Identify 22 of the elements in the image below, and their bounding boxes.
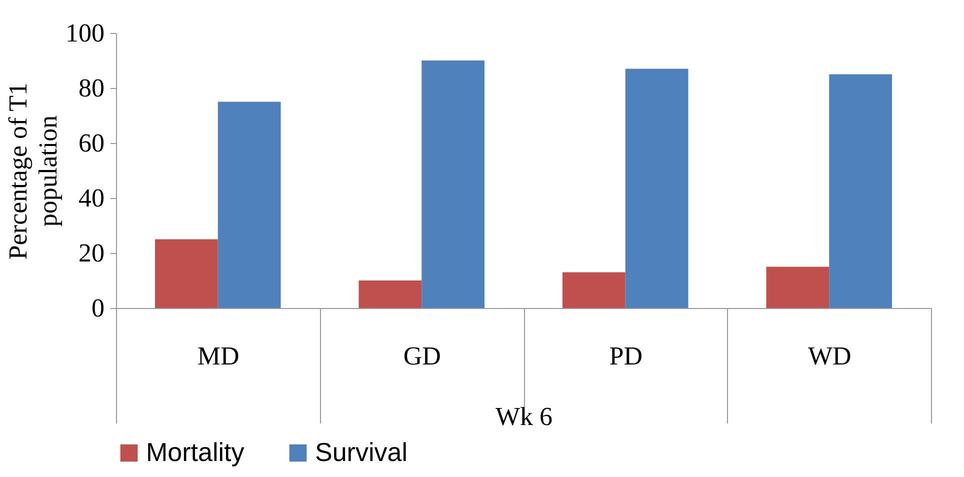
x-axis-title: Wk 6 (495, 402, 553, 431)
x-tick-label: MD (197, 342, 240, 370)
y-tick-label: 100 (66, 18, 104, 48)
x-tick-label: WD (808, 342, 852, 370)
y-tick-label: 80 (78, 74, 104, 102)
bar (358, 280, 422, 308)
x-tick-label: PD (609, 342, 642, 370)
y-tick-label: 40 (78, 184, 104, 212)
legend-label: Survival (315, 437, 408, 467)
y-tick-label: 20 (78, 238, 104, 268)
y-tick-label: 0 (92, 294, 104, 322)
y-axis-title: Percentage of T1 population (4, 82, 62, 260)
bar (218, 102, 281, 308)
bar (422, 60, 485, 308)
bar (154, 239, 218, 308)
bar (562, 272, 626, 308)
bar (829, 74, 892, 308)
bar (766, 266, 830, 308)
y-tick-label: 60 (78, 128, 104, 158)
bar (625, 68, 688, 308)
x-tick-label: GD (403, 342, 441, 370)
legend-label: Mortality (146, 437, 244, 467)
